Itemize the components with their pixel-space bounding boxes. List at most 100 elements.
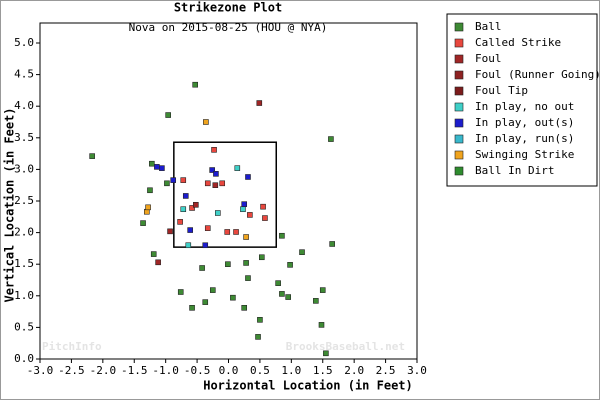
pitch-point: [209, 167, 215, 173]
y-tick-label: 4.0: [14, 99, 34, 112]
legend-label: In play, out(s): [475, 116, 574, 129]
pitch-point: [233, 229, 239, 235]
pitch-point: [243, 260, 249, 266]
x-tick-label: 0.0: [219, 364, 239, 377]
pitch-point: [150, 251, 157, 257]
x-tick-label: -2.5: [58, 364, 85, 377]
legend-swatch: [454, 118, 464, 128]
pitch-point: [180, 177, 187, 183]
pitch-point: [215, 210, 221, 216]
pitch-point: [202, 242, 209, 249]
pitch-point: [211, 147, 217, 153]
legend-label: Swinging Strike: [475, 148, 574, 161]
legend-swatch: [454, 54, 464, 64]
chart-subtitle: Nova on 2015-08-25 (HOU @ NYA): [129, 21, 328, 34]
pitch-point: [145, 204, 151, 211]
legend-box: [446, 13, 598, 187]
pitch-point: [167, 228, 173, 235]
pitch-point: [199, 265, 205, 271]
pitch-point: [149, 160, 155, 167]
pitch-point: [256, 100, 263, 106]
y-tick-label: 0.5: [14, 320, 34, 333]
y-tick-label: 2.5: [14, 194, 34, 207]
x-tick-label: 0.5: [250, 364, 270, 377]
pitch-point: [140, 220, 146, 226]
pitch-point: [287, 262, 293, 268]
pitch-point: [224, 229, 231, 235]
legend-swatch: [454, 102, 464, 112]
x-tick-label: 2.0: [344, 364, 364, 377]
legend-label: Called Strike: [475, 36, 561, 49]
pitch-point: [213, 171, 219, 177]
pitch-point: [241, 305, 248, 311]
pitch-point: [262, 215, 268, 221]
x-tick-label: 2.5: [376, 364, 396, 377]
pitch-point: [192, 81, 198, 88]
x-tick-label: 3.0: [407, 364, 427, 377]
legend-label: Ball: [475, 20, 502, 33]
pitch-point: [170, 177, 177, 183]
pitch-point: [225, 261, 231, 268]
pitch-point: [180, 206, 187, 213]
pitch-point: [177, 219, 183, 225]
pitch-point: [247, 212, 253, 218]
pitch-point: [219, 180, 226, 187]
y-tick-label: 2.0: [14, 226, 34, 239]
legend-label: Ball In Dirt: [475, 164, 554, 177]
pitch-point: [299, 249, 305, 255]
y-axis-label: Vertical Location (in Feet): [3, 107, 17, 302]
pitch-point: [89, 153, 95, 159]
pitch-point: [241, 201, 248, 207]
pitch-point: [193, 201, 199, 208]
legend-swatch: [454, 166, 464, 176]
pitch-point: [189, 305, 195, 311]
x-axis-label: Horizontal Location (in Feet): [203, 379, 413, 393]
pitch-point: [243, 234, 249, 240]
legend-swatch: [454, 70, 464, 80]
pitch-point: [159, 165, 165, 171]
x-tick-label: 1.0: [281, 364, 301, 377]
x-tick-label: -1.0: [152, 364, 179, 377]
pitch-point: [279, 291, 285, 297]
pitch-point: [323, 350, 329, 357]
pitch-point: [240, 206, 246, 213]
y-tick-label: 1.5: [14, 257, 34, 270]
legend-label: Foul: [475, 52, 502, 65]
legend-label: Foul (Runner Going): [475, 68, 600, 81]
y-tick-label: 4.5: [14, 68, 34, 81]
pitch-point: [212, 182, 219, 188]
pitch-point: [259, 254, 265, 261]
legend-label: In play, no out: [475, 100, 574, 113]
y-tick-label: 1.0: [14, 289, 34, 302]
pitch-point: [209, 287, 216, 293]
legend-swatch: [454, 150, 464, 160]
pitch-point: [203, 119, 209, 125]
pitch-point: [185, 242, 192, 249]
legend-swatch: [454, 134, 464, 144]
x-tick-label: -2.0: [90, 364, 117, 377]
pitch-point: [189, 205, 195, 211]
watermark: BrooksBaseball.net: [286, 340, 405, 353]
pitch-point: [275, 280, 281, 286]
pitch-point: [234, 165, 241, 171]
pitch-point: [202, 299, 209, 305]
y-tick-label: 0.0: [14, 352, 34, 365]
x-tick-label: -0.5: [184, 364, 211, 377]
pitch-point: [245, 174, 251, 180]
chart-title: Strikezone Plot: [174, 1, 282, 15]
legend-swatch: [454, 86, 464, 96]
pitch-point: [285, 294, 291, 300]
pitch-point: [154, 164, 160, 170]
pitch-point: [319, 287, 326, 293]
pitch-point: [329, 241, 335, 247]
legend-swatch: [454, 22, 464, 32]
pitch-point: [230, 294, 236, 301]
watermark: PitchInfo: [42, 340, 102, 353]
y-tick-label: 3.5: [14, 131, 34, 144]
legend-label: Foul Tip: [475, 84, 528, 97]
pitch-point: [260, 203, 266, 210]
pitch-point: [182, 193, 189, 199]
pitch-point: [147, 187, 153, 194]
pitch-point: [187, 227, 193, 233]
